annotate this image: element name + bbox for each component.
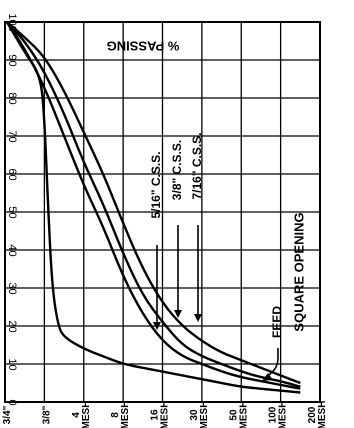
arrow-head-0	[153, 322, 161, 330]
x-tick-top-2: 4	[71, 412, 82, 418]
series-label-0: 5/16" C.S.S.	[149, 151, 163, 218]
x-tick-7: 100 MESH	[268, 401, 289, 428]
x-tick-top-7: 100	[268, 406, 279, 423]
y-tick-40: 40	[6, 244, 18, 256]
x-tick-5: 30 MESH	[189, 401, 210, 428]
y-axis-label: % PASSING	[107, 39, 180, 54]
curves	[5, 21, 301, 394]
arrow-head-3	[262, 373, 273, 381]
series-label-2: 7/16" C.S.S.	[190, 132, 204, 199]
x-tick-3: 8 MESH	[110, 401, 131, 428]
x-tick-top-6: 50	[228, 409, 239, 421]
y-tick-90: 90	[6, 54, 18, 66]
x-tick-top-8: 200	[307, 406, 318, 423]
x-tick-top-4: 16	[150, 409, 161, 421]
y-tick-50: 50	[6, 206, 18, 218]
x-tick-bottom-0: 3/4"	[2, 405, 13, 424]
x-tick-2: 4 MESH	[71, 401, 92, 428]
arrow-head-1	[174, 310, 182, 318]
x-tick-bottom-7: MESH	[278, 401, 289, 428]
x-tick-bottom-8: MESH	[317, 401, 328, 428]
y-tick-0: 0	[6, 399, 18, 405]
x-tick-1: 3/8"	[41, 405, 52, 424]
curve-0	[6, 21, 301, 385]
x-tick-top-3: 8	[110, 412, 121, 418]
y-tick-70: 70	[6, 130, 18, 142]
x-tick-0: 1" 3/4"	[0, 405, 13, 424]
x-tick-top-5: 30	[189, 409, 200, 421]
series-label-3: FEED	[270, 306, 284, 338]
x-tick-6: 50 MESH	[228, 401, 249, 428]
x-tick-bottom-5: MESH	[199, 401, 210, 428]
arrow-line-3	[265, 348, 279, 379]
x-tick-4: 16 MESH	[150, 401, 171, 428]
y-tick-60: 60	[6, 168, 18, 180]
series-label-1: 3/8" C.S.S.	[170, 140, 184, 200]
y-tick-10: 10	[6, 358, 18, 370]
y-tick-20: 20	[6, 320, 18, 332]
arrows	[153, 225, 279, 381]
y-tick-30: 30	[6, 282, 18, 294]
curve-2	[5, 21, 301, 390]
x-tick-bottom-4: MESH	[160, 401, 171, 428]
x-tick-bottom-2: MESH	[81, 401, 92, 428]
x-tick-top-0: 1"	[0, 410, 3, 421]
x-tick-8: 200 MESH	[307, 401, 328, 428]
curve-3	[5, 21, 301, 394]
x-tick-bottom-6: MESH	[238, 401, 249, 428]
y-tick-80: 80	[6, 92, 18, 104]
x-tick-bottom-1: 3/8"	[41, 405, 52, 424]
curve-1	[6, 21, 301, 388]
y-tick-100: 100	[6, 13, 18, 31]
x-tick-bottom-3: MESH	[120, 401, 131, 428]
x-axis-label: SQUARE OPENING	[291, 212, 306, 331]
arrow-head-2	[194, 314, 202, 322]
